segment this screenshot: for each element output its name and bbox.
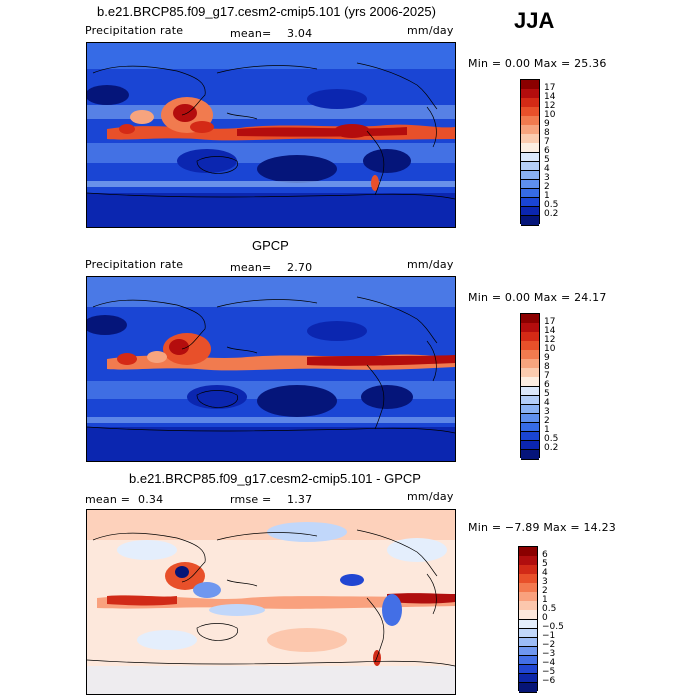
colorbar-label: 4 (542, 567, 548, 578)
colorbar-label: −6 (542, 676, 556, 687)
colorbar-label: 1 (544, 425, 550, 436)
panel1-mean-value: 3.04 (287, 27, 313, 40)
panel2-colorbar: 17 14 12 10 9 8 7 6 5 4 3 2 1 0.5 0.2 (520, 313, 560, 460)
panel1-variable-label: Precipitation rate (85, 24, 184, 37)
panel3-colorbar: 6 5 4 3 2 1 0.5 0 −0.5 −1 −2 −3 −4 −5 −6 (518, 546, 564, 693)
colorbar-label: 6 (544, 380, 550, 390)
panel3-rmse-label: rmse = (230, 493, 272, 506)
colorbar-label: 0.2 (544, 209, 559, 220)
panel2-mean-label: mean= (230, 261, 272, 274)
panel1-map-svg (87, 43, 455, 227)
colorbar-label: 3 (542, 576, 548, 587)
colorbar-label: 1 (542, 594, 548, 605)
colorbar-label: 8 (544, 361, 550, 372)
panel2-map-svg (87, 277, 455, 461)
colorbar-label: −3 (542, 649, 556, 660)
colorbar-label: 12 (544, 100, 556, 111)
colorbar-label: 3 (544, 407, 550, 418)
colorbar-label: 6 (542, 549, 548, 560)
colorbar-label: 4 (544, 398, 550, 409)
panel2-units: mm/day (407, 258, 454, 271)
colorbar-label: 14 (544, 325, 556, 336)
colorbar-label: 0.5 (542, 603, 557, 614)
panel2-variable-label: Precipitation rate (85, 258, 184, 271)
colorbar-label: 2 (544, 416, 550, 427)
colorbar-label: 8 (544, 127, 550, 138)
colorbar-label: 5 (544, 389, 550, 400)
colorbar-label: 3 (544, 173, 550, 184)
colorbar-label: 5 (544, 155, 550, 166)
colorbar-label: −5 (542, 667, 556, 678)
colorbar-swatch (521, 215, 539, 226)
colorbar-swatch (521, 449, 539, 460)
colorbar-label: 2 (544, 182, 550, 193)
colorbar-label: 10 (544, 343, 556, 354)
season-label: JJA (514, 8, 555, 33)
panel3-minmax: Min = −7.89 Max = 14.23 (468, 521, 616, 534)
panel1-title: b.e21.BRCP85.f09_g17.cesm2-cmip5.101 (yr… (97, 4, 436, 19)
panel1-mean-label: mean= (230, 27, 272, 40)
panel1-minmax: Min = 0.00 Max = 25.36 (468, 57, 607, 70)
colorbar-label: 5 (542, 558, 548, 569)
colorbar-label: 9 (544, 118, 550, 129)
colorbar-label: −0.5 (542, 622, 564, 633)
panel1-colorbar: 17 14 12 10 9 8 7 6 5 4 3 2 1 0.5 0.2 (520, 79, 560, 226)
colorbar-label: 4 (544, 164, 550, 175)
colorbar-swatch (519, 682, 537, 693)
colorbar-label: −2 (542, 640, 556, 651)
panel3-title: b.e21.BRCP85.f09_g17.cesm2-cmip5.101 - G… (129, 471, 421, 486)
colorbar-label: 12 (544, 334, 556, 345)
colorbar-label: 0.5 (544, 200, 559, 211)
panel3-difference-map (86, 509, 456, 695)
colorbar-label: 0 (542, 613, 548, 623)
colorbar-label: 7 (544, 136, 550, 147)
colorbar-label: 9 (544, 352, 550, 363)
panel2-mean-value: 2.70 (287, 261, 313, 274)
colorbar-label: 1 (544, 191, 550, 202)
colorbar-label: 6 (544, 146, 550, 156)
panel3-mean-value: 0.34 (138, 493, 164, 506)
panel2-precip-map (86, 276, 456, 462)
panel3-map-svg (87, 510, 455, 694)
colorbar-label: 17 (544, 82, 556, 93)
panel2-minmax: Min = 0.00 Max = 24.17 (468, 291, 607, 304)
colorbar-label: −4 (542, 658, 556, 669)
colorbar-label: 17 (544, 316, 556, 327)
colorbar-label: −1 (542, 631, 556, 642)
panel2-title: GPCP (252, 238, 289, 253)
panel3-units: mm/day (407, 490, 454, 503)
colorbar-label: 10 (544, 109, 556, 120)
panel1-units: mm/day (407, 24, 454, 37)
colorbar-label: 14 (544, 91, 556, 102)
colorbar-label: 7 (544, 370, 550, 381)
panel3-mean-label: mean = (85, 493, 131, 506)
colorbar-label: 0.5 (544, 434, 559, 445)
colorbar-label: 0.2 (544, 443, 559, 454)
panel1-precip-map (86, 42, 456, 228)
panel3-rmse-value: 1.37 (287, 493, 313, 506)
colorbar-label: 2 (542, 585, 548, 596)
